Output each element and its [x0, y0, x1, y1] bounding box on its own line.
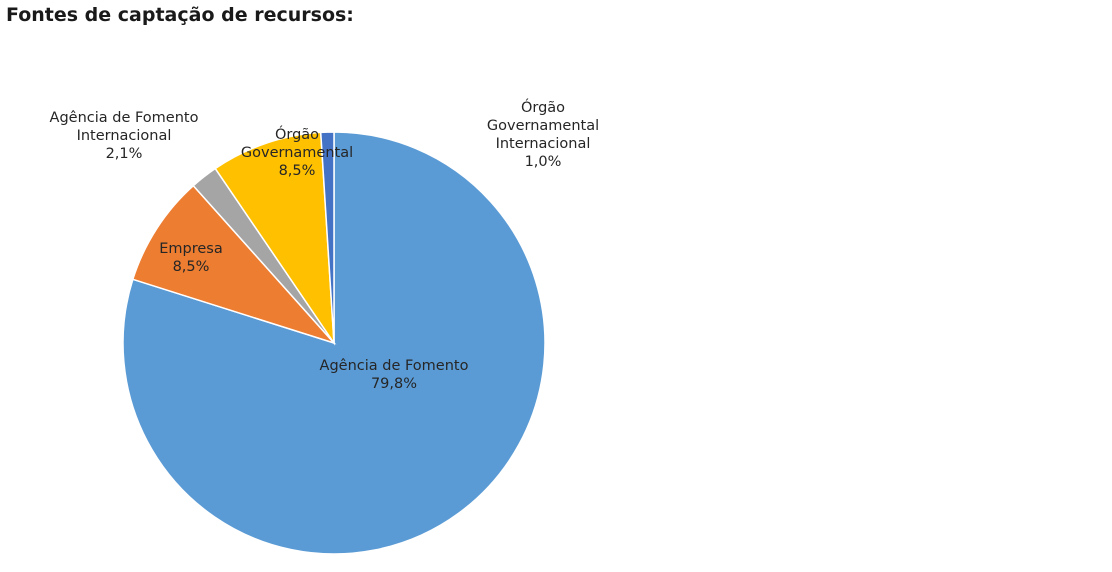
chart-title: Fontes de captação de recursos:	[6, 4, 354, 26]
slice-value-label: 2,1%	[105, 146, 143, 163]
slice-label-agencia-de-fomento-internacional: Agência de Fomento Internacional 2,1%	[50, 109, 199, 163]
slice-label-orgao-governamental: Órgão Governamental 8,5%	[241, 126, 353, 180]
slice-label-agencia-de-fomento: Agência de Fomento 79,8%	[320, 357, 469, 393]
slice-label-line: Governamental	[240, 145, 354, 162]
slice-value-label: 1,0%	[524, 154, 562, 171]
slice-label-empresa: Empresa 8,5%	[159, 240, 223, 276]
slice-value-label: 8,5%	[172, 259, 210, 276]
slice-label-line: Governamental	[486, 118, 600, 135]
slice-label-line: Agência de Fomento	[49, 110, 199, 126]
slice-label-line: Internacional	[495, 136, 591, 153]
slice-label-line: Internacional	[76, 128, 172, 145]
slice-label-orgao-governamental-internacional: Órgão Governamental Internacional 1,0%	[487, 99, 599, 172]
slice-label-line: Órgão	[520, 100, 566, 116]
slice-label-line: Empresa	[159, 241, 223, 257]
slice-label-line: Órgão	[274, 127, 320, 143]
slice-value-label: 79,8%	[370, 376, 418, 393]
pie-slice-1	[131, 184, 337, 345]
slice-value-label: 8,5%	[278, 163, 316, 180]
pie-slice-3	[214, 131, 335, 346]
pie-slice-4	[319, 131, 335, 344]
slice-label-line: Agência de Fomento	[319, 358, 469, 374]
